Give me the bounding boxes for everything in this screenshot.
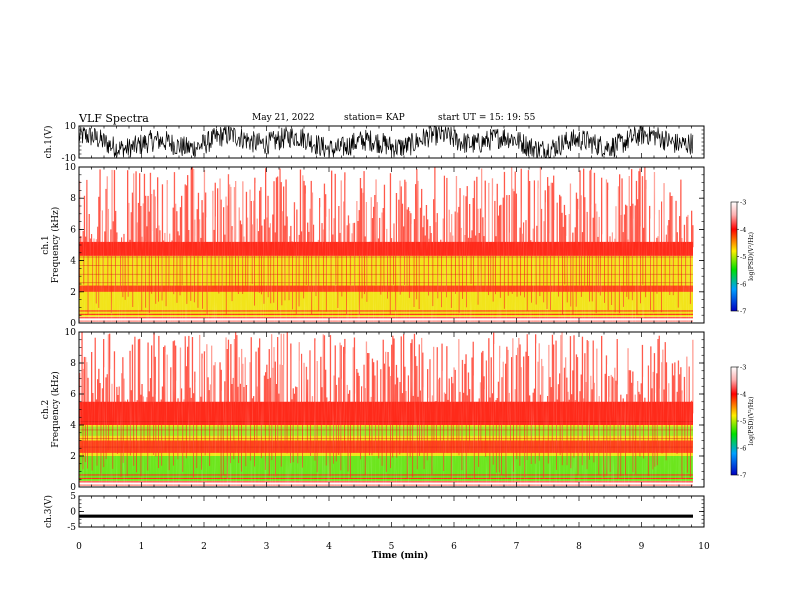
ytick-label-2-3: 6 xyxy=(70,225,76,235)
xtick-label-5: 5 xyxy=(389,542,395,552)
xtick-label-6: 6 xyxy=(451,542,457,552)
station-label: station= KAP xyxy=(344,113,405,123)
ytick-label-1-0: 10 xyxy=(65,122,77,132)
ch1-waveform-line xyxy=(78,125,694,158)
ch2-spectrogram-image xyxy=(79,332,694,487)
ytick-label-3-2: 4 xyxy=(70,421,76,431)
xtick-label-1: 1 xyxy=(139,542,145,552)
ytick-label-3-1: 2 xyxy=(70,452,76,462)
colorbar-1-tick-0: -3 xyxy=(740,199,746,207)
date-label: May 21, 2022 xyxy=(252,113,315,123)
xtick-label-2: 2 xyxy=(201,542,207,552)
xtick-label-0: 0 xyxy=(76,542,82,552)
ytick-label-2-1: 2 xyxy=(70,288,76,298)
ch2-spec-ylabel-line2: Frequency (kHz) xyxy=(50,371,61,448)
xtick-label-8: 8 xyxy=(576,542,582,552)
xtick-label-9: 9 xyxy=(639,542,645,552)
ytick-label-3-0: 0 xyxy=(70,483,76,493)
colorbar-1-tick-3: -6 xyxy=(740,280,746,288)
ch1-spec-ylabel-line1: ch.1 xyxy=(41,235,51,254)
xtick-label-4: 4 xyxy=(326,542,332,552)
ch1-spec-ylabel-line2: Frequency (kHz) xyxy=(50,207,61,284)
ytick-label-4-0: 5 xyxy=(70,492,76,502)
colorbar-2 xyxy=(730,366,738,476)
colorbar-2-label: log(PSD)(V²/Hz) xyxy=(748,397,755,446)
xtick-label-10: 10 xyxy=(698,542,710,552)
ytick-label-4-2: -5 xyxy=(67,523,76,533)
colorbar-2-tick-0: -3 xyxy=(740,364,746,372)
colorbar-1-tick-4: -7 xyxy=(740,308,746,316)
ytick-label-3-4: 8 xyxy=(70,359,76,369)
ch3-waveform-band xyxy=(79,514,693,518)
xtick-label-3: 3 xyxy=(264,542,270,552)
ytick-label-2-4: 8 xyxy=(70,194,76,204)
ch1-ylabel: ch.1(V) xyxy=(43,126,54,159)
ytick-label-2-0: 0 xyxy=(70,319,76,329)
colorbar-1 xyxy=(730,201,738,312)
xtick-label-7: 7 xyxy=(514,542,520,552)
colorbar-1-tick-2: -5 xyxy=(740,253,746,261)
colorbar-2-tick-4: -7 xyxy=(740,472,746,480)
ytick-label-2-5: 10 xyxy=(65,163,77,173)
start-time-label: start UT = 15: 19: 55 xyxy=(438,113,536,123)
ytick-label-4-1: 0 xyxy=(70,508,76,518)
ytick-label-1-1: -10 xyxy=(62,154,77,164)
colorbar-1-tick-1: -4 xyxy=(740,226,746,234)
ytick-label-3-5: 10 xyxy=(65,328,77,338)
figure-title: VLF Spectra xyxy=(79,112,149,125)
colorbar-2-tick-3: -6 xyxy=(740,445,746,453)
ytick-label-2-2: 4 xyxy=(70,257,76,267)
ch3-ylabel: ch.3(V) xyxy=(43,495,54,528)
colorbar-2-tick-2: -5 xyxy=(740,418,746,426)
ytick-label-3-3: 6 xyxy=(70,390,76,400)
colorbar-1-label: log(PSD)(V²/Hz) xyxy=(748,232,755,281)
colorbar-2-tick-1: -4 xyxy=(740,391,746,399)
ch2-spec-ylabel-line1: ch.2 xyxy=(41,400,51,419)
ch1-spectrogram-image xyxy=(79,167,694,323)
x-axis-label: Time (min) xyxy=(372,550,429,561)
